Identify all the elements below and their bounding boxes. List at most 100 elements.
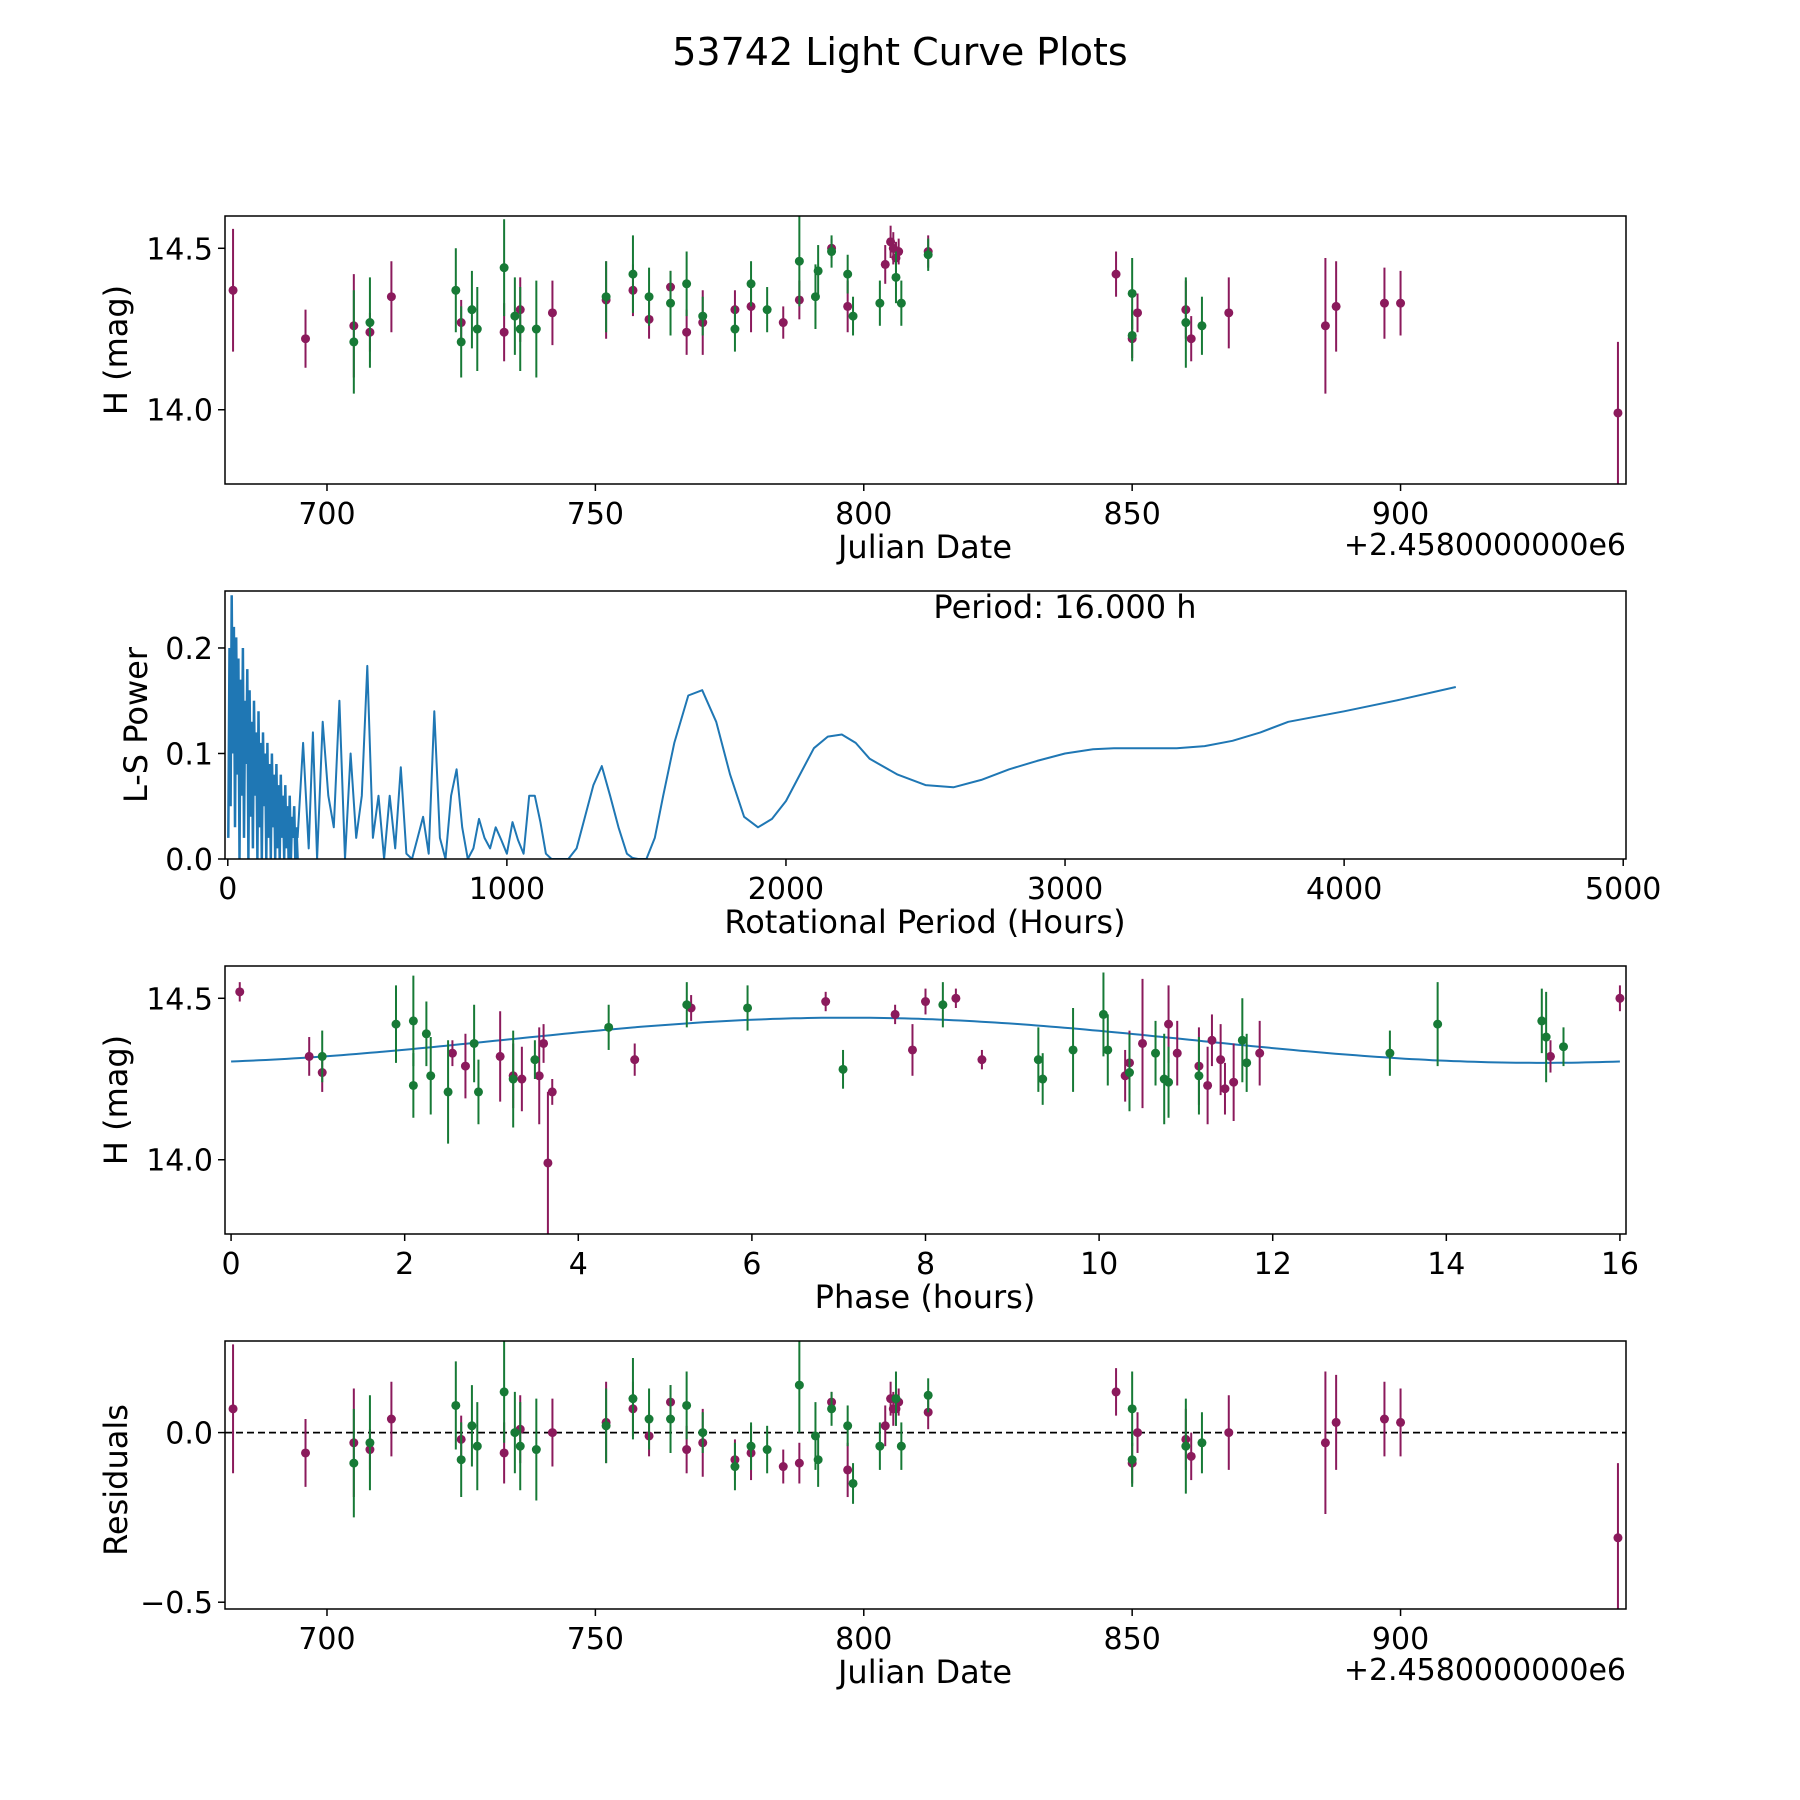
y-tick-label: 14.0 [146, 1144, 213, 1179]
green-data-point [827, 247, 837, 257]
x-tick-label: 2 [395, 1247, 414, 1282]
green-data-point [666, 298, 676, 308]
green-data-point [1103, 1045, 1113, 1055]
purple-data-point [447, 1048, 457, 1058]
purple-data-point [1396, 1417, 1406, 1427]
x-tick-label: 750 [567, 497, 624, 532]
green-data-point [1124, 1068, 1134, 1078]
green-data-point [601, 1421, 611, 1431]
green-data-point [426, 1071, 436, 1081]
x-tick-label: 14 [1427, 1247, 1465, 1282]
y-tick-label: 0.1 [165, 737, 213, 772]
x-tick-label: 850 [1104, 497, 1161, 532]
x-tick-label: 700 [298, 497, 355, 532]
green-data-point [891, 272, 901, 282]
periodogram-xlabel: Rotational Period (Hours) [724, 903, 1125, 941]
lightcurve-xlabel: Julian Date [836, 528, 1012, 566]
green-data-point [365, 318, 375, 328]
purple-data-point [778, 318, 788, 328]
green-data-point [408, 1080, 418, 1090]
green-data-point [1164, 1077, 1174, 1087]
periodogram-ylabel: L-S Power [117, 646, 155, 803]
purple-data-point [1396, 298, 1406, 308]
purple-data-point [301, 1448, 311, 1458]
residuals-frame [224, 1340, 1627, 1610]
purple-data-point [1216, 1055, 1226, 1065]
x-tick-label: 0 [222, 1247, 241, 1282]
purple-data-point [682, 1445, 692, 1455]
x-tick-label: 800 [835, 1622, 892, 1657]
green-data-point [762, 1445, 772, 1455]
green-data-point [644, 292, 654, 302]
green-data-point [1197, 321, 1207, 331]
purple-data-point [843, 1465, 853, 1475]
green-data-point [601, 292, 611, 302]
x-tick-label: 3000 [1027, 872, 1103, 907]
purple-data-point [304, 1051, 314, 1061]
panel-phased: 0 2 4 6 8 10 12 14 16 14.0 14.5 Phase (hours) H (m… [97, 965, 1639, 1316]
purple-data-point [1203, 1080, 1213, 1090]
purple-data-point [794, 1458, 804, 1468]
green-data-point [843, 269, 853, 279]
green-data-point [451, 285, 461, 295]
purple-data-point [1164, 1019, 1174, 1029]
green-data-point [666, 1414, 676, 1424]
residuals-axes: 700 750 800 850 900 −0.5 0.0 [140, 1417, 1429, 1657]
green-data-point [848, 311, 858, 321]
purple-data-point [301, 334, 311, 344]
green-data-point [875, 1441, 885, 1451]
purple-data-point [547, 1428, 557, 1438]
green-data-point [923, 250, 933, 260]
green-data-point [698, 311, 708, 321]
green-data-point [730, 1462, 740, 1472]
green-data-point [843, 1421, 853, 1431]
purple-data-point [460, 1061, 470, 1071]
x-tick-label: 700 [298, 1622, 355, 1657]
purple-data-point [1331, 301, 1341, 311]
x-tick-label: 800 [835, 497, 892, 532]
panel-periodogram: 0 1000 2000 3000 4000 5000 0.0 0.1 0.2 Period: 1… [117, 588, 1661, 941]
purple-data-point [228, 1404, 238, 1414]
green-data-point [1127, 1404, 1137, 1414]
green-data-point [604, 1022, 614, 1032]
green-data-point [682, 1000, 692, 1010]
green-data-point [510, 311, 520, 321]
x-tick-label: 850 [1104, 1622, 1161, 1657]
x-tick-label: 900 [1372, 1622, 1429, 1657]
purple-data-point [1207, 1035, 1217, 1045]
green-data-point [682, 1400, 692, 1410]
panel-lightcurve: 700 750 800 850 900 14.0 14.5 Julian Date H (m… [97, 215, 1627, 566]
green-data-point [1098, 1009, 1108, 1019]
periodogram-frame [224, 590, 1627, 860]
purple-data-point [1613, 408, 1623, 418]
purple-data-point [821, 997, 831, 1007]
green-data-point [473, 1087, 483, 1097]
green-data-point [421, 1029, 431, 1039]
green-data-point [365, 1438, 375, 1448]
purple-data-point [682, 327, 692, 337]
green-data-point [1038, 1074, 1048, 1084]
green-data-point [813, 1455, 823, 1465]
green-data-point [1559, 1042, 1569, 1052]
y-tick-label: 14.5 [146, 982, 213, 1017]
purple-data-point [1615, 993, 1625, 1003]
x-tick-label: 5000 [1585, 872, 1661, 907]
y-tick-label: 0.0 [165, 843, 213, 878]
green-data-point [1237, 1035, 1247, 1045]
green-data-point [467, 1421, 477, 1431]
green-data-point [456, 1455, 466, 1465]
purple-data-point [547, 1087, 557, 1097]
phased-ylabel: H (mag) [97, 1035, 135, 1165]
period-annotation: Period: 16.000 h [933, 588, 1196, 626]
purple-data-point [1133, 1428, 1143, 1438]
green-data-point [391, 1019, 401, 1029]
green-data-point [451, 1400, 461, 1410]
purple-data-point [843, 301, 853, 311]
lightcurve-frame [224, 215, 1627, 485]
green-data-point [317, 1051, 327, 1061]
green-data-point [848, 1478, 858, 1488]
green-data-point [1197, 1438, 1207, 1448]
green-data-point [349, 1458, 359, 1468]
residuals-ylabel: Residuals [97, 1404, 135, 1556]
